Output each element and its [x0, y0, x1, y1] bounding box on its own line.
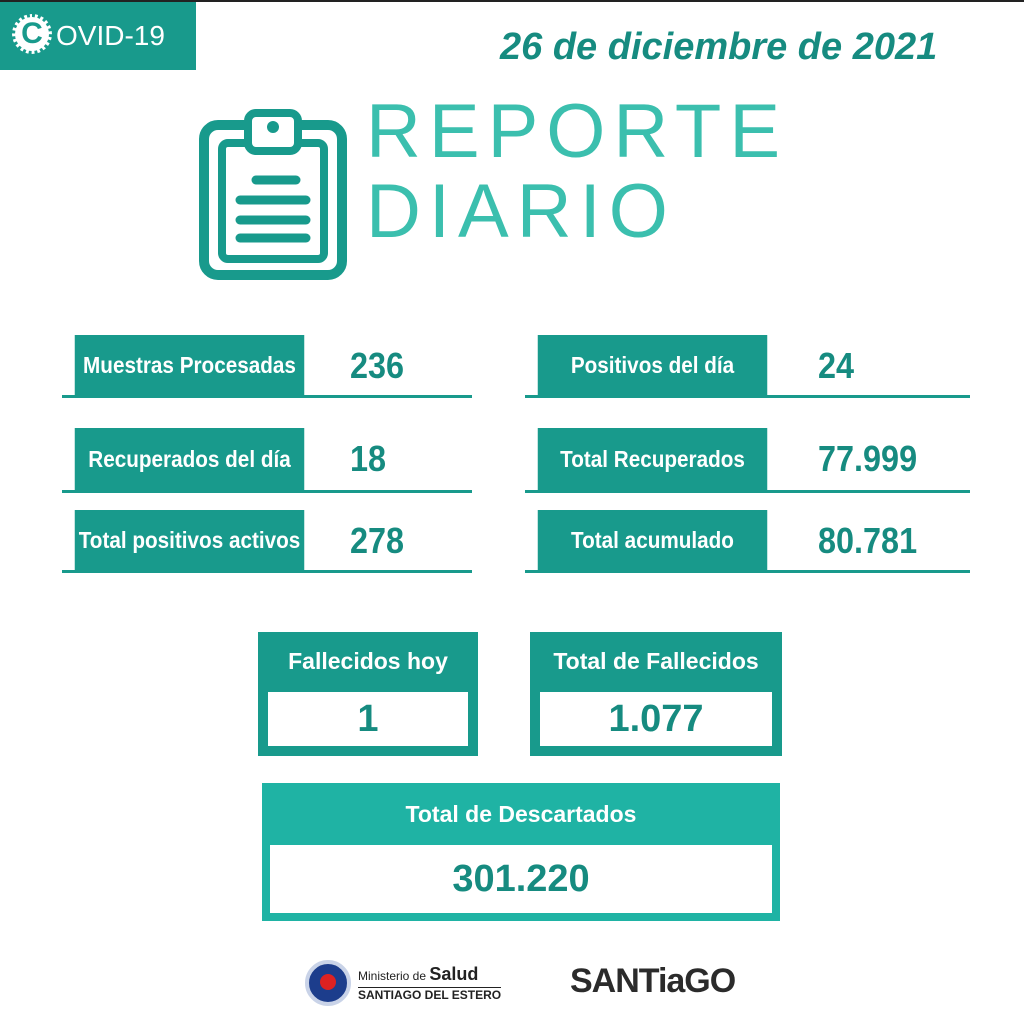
stat-value: 278: [350, 520, 405, 561]
death-value: 1.077: [540, 692, 772, 746]
title: REPORTE DIARIO: [366, 92, 788, 252]
stat-underline: [62, 395, 472, 398]
stat-label: Total Recuperados: [537, 428, 768, 490]
stat-value: 80.781: [818, 520, 918, 561]
clipboard-icon: [199, 109, 347, 280]
badge: C OVID-19: [0, 2, 196, 70]
stat-underline: [525, 395, 970, 398]
stat-value: 24: [818, 345, 855, 386]
stat-label: Total positivos activos: [74, 510, 305, 570]
discarded-box: Total de Descartados 301.220: [262, 783, 780, 921]
stat-underline: [525, 570, 970, 573]
brand: SANTiaGO: [570, 962, 736, 1000]
discarded-value: 301.220: [270, 845, 772, 913]
top-border: [0, 0, 1024, 2]
stat-label: Positivos del día: [537, 335, 768, 395]
logo-dot: [320, 974, 336, 990]
ministry-text: Ministerio de Salud SANTIAGO DEL ESTERO: [358, 964, 502, 1002]
title-line: DIARIO: [366, 169, 676, 254]
badge-icon: C: [12, 14, 52, 54]
stat-label: Muestras Procesadas: [74, 335, 305, 395]
ministry: Ministerio de: [358, 969, 427, 983]
death-label: Fallecidos hoy: [288, 648, 448, 674]
date: 26 de diciembre de 2021: [500, 26, 938, 68]
death-label: Total de Fallecidos: [553, 648, 759, 674]
stat-underline: [62, 570, 472, 573]
stat-value: 77.999: [818, 438, 918, 479]
stat-underline: [525, 490, 970, 493]
ministry-logo: [305, 960, 351, 1006]
stat-label: Recuperados del día: [74, 428, 305, 490]
badge-text: OVID-19: [56, 20, 165, 51]
province: SANTIAGO DEL ESTERO: [358, 987, 502, 1002]
ministry-bold: Salud: [429, 964, 479, 984]
stat-underline: [62, 490, 472, 493]
stat-label: Total acumulado: [537, 510, 768, 570]
title-line: REPORTE: [366, 89, 789, 174]
discarded-label: Total de Descartados: [405, 801, 637, 827]
stat-value: 18: [350, 438, 387, 479]
stat-value: 236: [350, 345, 405, 386]
death-value: 1: [268, 692, 468, 746]
